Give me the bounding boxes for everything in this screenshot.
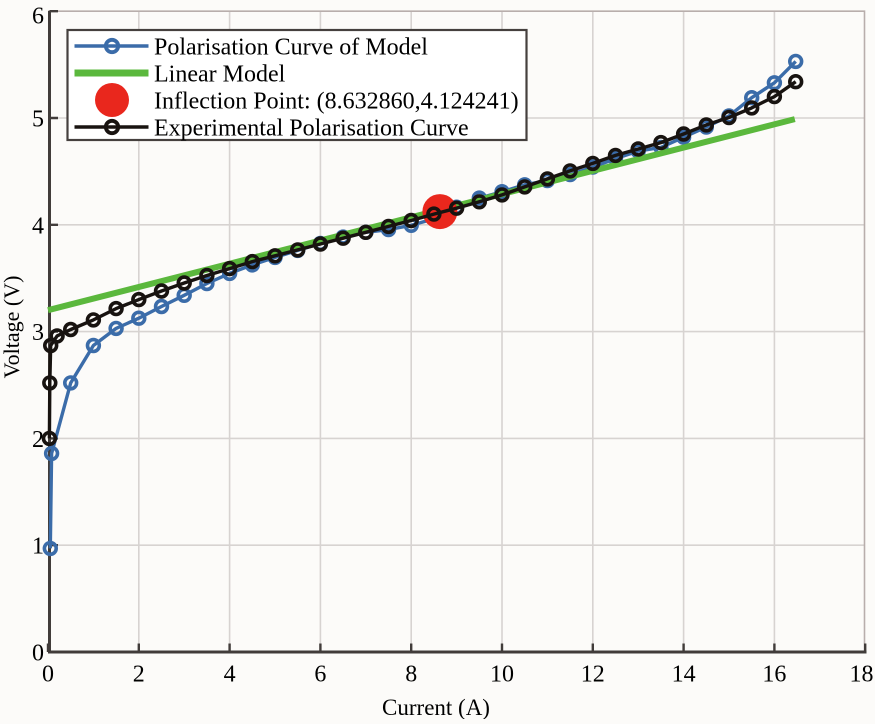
- svg-text:6: 6: [314, 662, 326, 688]
- svg-text:8: 8: [405, 662, 417, 688]
- svg-text:1: 1: [32, 534, 44, 560]
- svg-text:14: 14: [672, 662, 696, 688]
- svg-text:Linear Model: Linear Model: [154, 62, 286, 88]
- svg-text:2: 2: [133, 662, 145, 688]
- svg-text:18: 18: [850, 662, 874, 688]
- svg-text:2: 2: [32, 427, 44, 453]
- svg-text:4: 4: [224, 662, 236, 688]
- svg-text:12: 12: [581, 662, 605, 688]
- svg-text:Voltage (V): Voltage (V): [0, 276, 24, 379]
- svg-text:4: 4: [32, 213, 44, 239]
- svg-text:0: 0: [32, 641, 44, 667]
- svg-text:5: 5: [32, 107, 44, 133]
- svg-text:Current (A): Current (A): [382, 695, 490, 719]
- svg-text:6: 6: [32, 4, 44, 30]
- svg-text:16: 16: [762, 662, 786, 688]
- svg-text:Inflection Point: (8.632860,4.: Inflection Point: (8.632860,4.124241): [154, 89, 519, 115]
- svg-text:Polarisation Curve of Model: Polarisation Curve of Model: [154, 35, 428, 61]
- svg-text:0: 0: [42, 662, 54, 688]
- svg-text:10: 10: [490, 662, 514, 688]
- svg-text:Experimental Polarisation Curv: Experimental Polarisation Curve: [154, 116, 469, 142]
- svg-text:3: 3: [32, 320, 44, 346]
